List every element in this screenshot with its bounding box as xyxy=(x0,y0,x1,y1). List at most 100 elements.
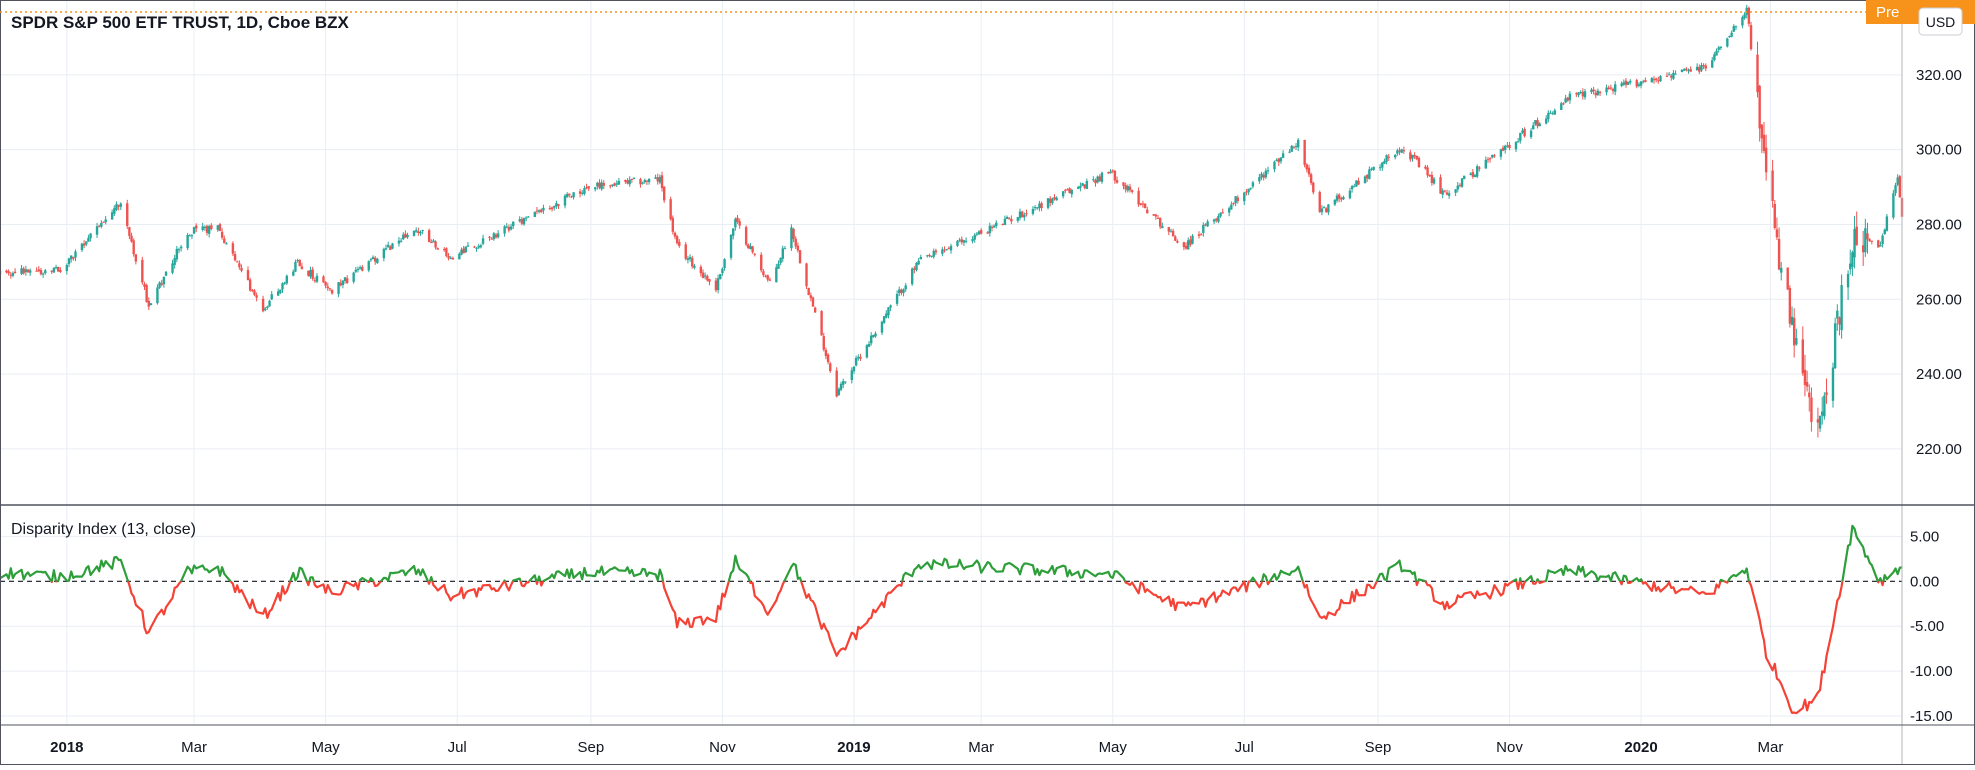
price-candle xyxy=(945,249,947,250)
price-candle xyxy=(299,259,301,266)
price-candle xyxy=(1303,140,1305,168)
price-candle xyxy=(1144,203,1146,208)
price-candle xyxy=(1153,214,1155,216)
currency-badge-label: USD xyxy=(1926,14,1956,30)
indicator-tick-label: 0.00 xyxy=(1910,573,1939,590)
price-candle xyxy=(1787,267,1789,290)
price-candle xyxy=(669,197,671,221)
indicator-segment-negative xyxy=(1539,581,1545,583)
price-candle xyxy=(1291,145,1293,152)
price-candle xyxy=(1886,214,1888,232)
price-candle xyxy=(57,267,59,272)
indicator-segment-positive xyxy=(430,577,433,581)
indicator-segment-positive xyxy=(1520,578,1521,581)
indicator-tick-label: -15.00 xyxy=(1910,708,1953,725)
indicator-segment-negative xyxy=(1878,581,1879,582)
price-candle xyxy=(219,223,221,231)
price-candle xyxy=(1096,175,1098,183)
price-candle xyxy=(133,238,135,256)
price-candle xyxy=(1774,200,1776,230)
indicator-segment-negative xyxy=(1267,581,1270,584)
price-tick-label: 260.00 xyxy=(1916,291,1962,308)
price-candle xyxy=(1439,174,1441,194)
price-candle xyxy=(145,284,147,303)
indicator-segment-positive xyxy=(1721,580,1725,581)
time-tick-label: Sep xyxy=(1365,739,1392,756)
price-candle xyxy=(1355,180,1357,187)
price-candle xyxy=(730,234,732,260)
price-candle xyxy=(1877,240,1879,248)
indicator-pane-title: Disparity Index (13, close) xyxy=(11,521,196,538)
time-tick-label: 2020 xyxy=(1624,739,1657,756)
price-candle xyxy=(866,344,868,358)
price-candle xyxy=(1081,183,1083,186)
price-candle xyxy=(812,297,814,307)
price-candle xyxy=(1047,198,1049,209)
price-tick-label: 300.00 xyxy=(1916,142,1962,159)
price-candle xyxy=(805,263,807,289)
price-candle xyxy=(428,229,430,243)
time-tick-label: Jul xyxy=(1235,739,1254,756)
price-candle xyxy=(193,227,195,234)
price-candle xyxy=(911,267,913,285)
time-tick-label: Mar xyxy=(968,739,994,756)
time-tick-label: May xyxy=(1099,739,1128,756)
price-candle xyxy=(1750,22,1752,51)
price-candle xyxy=(672,215,674,234)
price-candle xyxy=(883,316,885,324)
price-tick-label: 320.00 xyxy=(1916,67,1962,84)
pre-market-badge-label: Pre xyxy=(1876,4,1899,21)
indicator-segment-negative xyxy=(368,581,370,582)
indicator-segment-negative xyxy=(1416,581,1418,585)
price-candle xyxy=(663,186,665,203)
indicator-tick-label: -10.00 xyxy=(1910,663,1953,680)
price-candle xyxy=(685,242,687,261)
price-candle xyxy=(534,212,536,217)
price-candle xyxy=(1748,7,1750,27)
price-candle xyxy=(150,303,152,305)
price-tick-label: 220.00 xyxy=(1916,441,1962,458)
price-candle xyxy=(1461,178,1463,188)
price-candle xyxy=(186,233,188,250)
indicator-segment-negative xyxy=(1724,581,1728,582)
price-candle xyxy=(1659,75,1661,82)
price-candle xyxy=(790,224,792,251)
price-candle xyxy=(1899,175,1901,198)
price-candle xyxy=(307,270,309,276)
price-candle xyxy=(1726,38,1728,48)
indicator-segment-negative xyxy=(51,581,52,582)
indicator-segment-positive xyxy=(504,581,505,582)
price-candle xyxy=(413,230,415,236)
indicator-segment-negative xyxy=(1620,581,1622,584)
time-tick-label: 2019 xyxy=(837,739,870,756)
price-candle xyxy=(126,200,128,229)
price-candle xyxy=(1068,187,1070,193)
time-tick-label: Jul xyxy=(448,739,467,756)
time-tick-label: 2018 xyxy=(50,739,83,756)
price-candle xyxy=(719,274,721,280)
price-candle xyxy=(391,243,393,249)
price-candle xyxy=(1681,69,1683,72)
price-candle xyxy=(1021,211,1023,218)
indicator-segment-negative xyxy=(1881,581,1883,585)
time-tick-label: Nov xyxy=(1496,739,1523,756)
indicator-segment-negative xyxy=(536,581,537,584)
indicator-segment-negative xyxy=(428,581,430,584)
price-candle xyxy=(1627,82,1629,85)
time-tick-label: Mar xyxy=(1758,739,1784,756)
indicator-segment-positive xyxy=(1879,578,1882,581)
price-candle xyxy=(1463,176,1465,180)
price-candle xyxy=(445,247,447,257)
price-candle xyxy=(141,257,143,285)
price-candle xyxy=(465,246,467,253)
indicator-segment-positive xyxy=(1537,579,1539,581)
price-candle xyxy=(1476,164,1478,178)
price-candle xyxy=(1834,318,1836,369)
price-candle xyxy=(1319,191,1321,213)
price-candle xyxy=(1401,149,1403,153)
time-tick-label: Nov xyxy=(709,739,736,756)
price-candle xyxy=(820,310,822,336)
time-tick-label: May xyxy=(311,739,340,756)
